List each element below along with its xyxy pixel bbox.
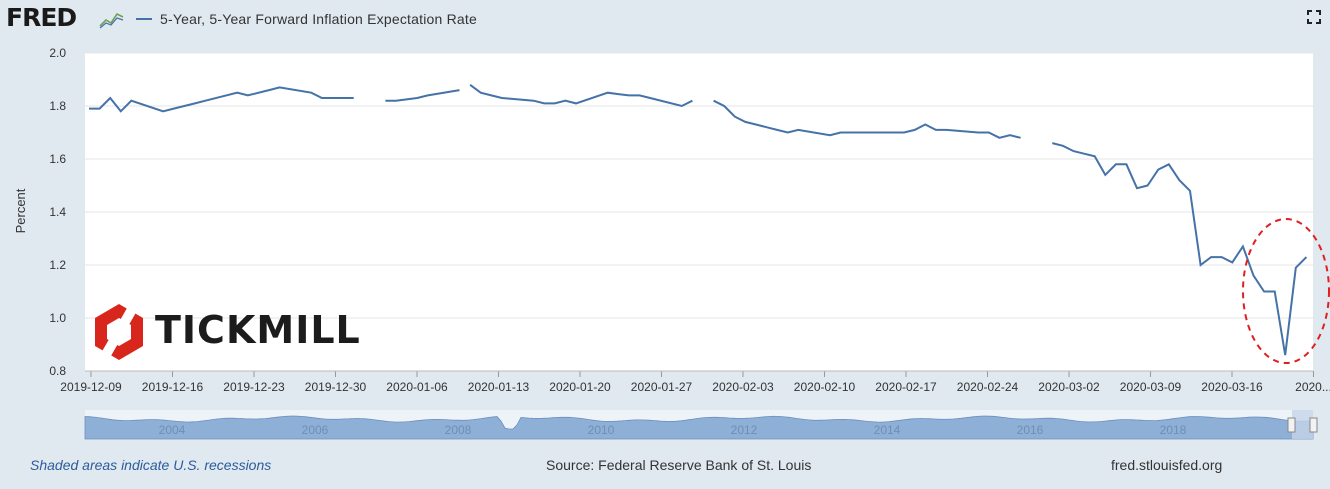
x-tick-label: 2020-03-09 [1120,380,1182,394]
footer: Shaded areas indicate U.S. recessions So… [0,455,1330,475]
logo-graph-icon [98,8,126,30]
y-tick-label: 1.0 [49,311,66,325]
navigator[interactable]: 2004 2006 2008 2010 2012 2014 2016 2018 [84,410,1318,440]
site-link[interactable]: fred.stlouisfed.org [1111,457,1223,473]
x-tick-label: 2020... [1295,380,1330,394]
y-tick-label: 1.8 [49,99,66,113]
navigator-year-label: 2004 [159,423,186,437]
legend-swatch [136,18,152,20]
chart: 0.81.01.21.41.61.82.0 2019-12-09 2019-12-… [13,46,1330,440]
series-line-segment [385,89,460,102]
tickmill-watermark: TICKMILL [92,302,382,362]
navigator-year-label: 2016 [1017,423,1044,437]
y-tick-label: 0.8 [49,364,66,378]
x-tick-label: 2020-01-06 [386,380,448,394]
x-tick-label: 2020-01-27 [631,380,693,394]
annotation-ellipse [1242,218,1330,364]
y-tick-label: 1.6 [49,152,66,166]
x-tick-label: 2019-12-16 [142,380,204,394]
x-tick-label: 2020-02-10 [794,380,856,394]
x-tick-label: 2020-03-16 [1201,380,1263,394]
navigator-years: 2004 2006 2008 2010 2012 2014 2016 2018 [159,423,1187,437]
fred-logo[interactable]: FRED [6,3,77,32]
x-tick-label: 2020-02-03 [712,380,774,394]
y-tick-label: 1.2 [49,258,66,272]
series-line-segment [1052,142,1308,356]
x-tick-label: 2019-12-09 [60,380,122,394]
recession-note: Shaded areas indicate U.S. recessions [30,457,272,473]
navigator-handle-right[interactable] [1309,417,1318,433]
navigator-year-label: 2006 [302,423,329,437]
x-tick-label: 2020-03-02 [1038,380,1100,394]
legend-series-label: 5-Year, 5-Year Forward Inflation Expecta… [160,11,477,27]
legend: 5-Year, 5-Year Forward Inflation Expecta… [136,10,477,28]
navigator-handle-left[interactable] [1287,417,1296,433]
navigator-year-label: 2012 [731,423,758,437]
series [89,83,1308,356]
x-axis: 2019-12-09 2019-12-16 2019-12-23 2019-12-30… [60,370,1330,394]
navigator-year-label: 2014 [874,423,901,437]
x-tick-label: 2020-02-24 [957,380,1019,394]
header: FRED 5-Year, 5-Year Forward Inflation Ex… [0,0,1330,40]
x-tick-label: 2020-01-13 [468,380,530,394]
y-axis-label: Percent [13,188,28,233]
y-tick-label: 1.4 [49,205,66,219]
series-line-segment [469,83,693,108]
navigator-year-label: 2008 [445,423,472,437]
x-tick-label: 2019-12-30 [305,380,367,394]
fullscreen-icon[interactable] [1307,10,1321,24]
x-tick-label: 2019-12-23 [223,380,285,394]
x-tick-label: 2020-02-17 [875,380,937,394]
y-tick-label: 2.0 [49,46,66,60]
tickmill-wordmark: TICKMILL [155,308,361,352]
source-text: Source: Federal Reserve Bank of St. Loui… [546,457,812,473]
series-line-segment [89,86,354,113]
y-axis: 0.8 1.0 1.2 1.4 1.6 1.8 2.0 [49,46,66,378]
x-tick-label: 2020-01-20 [549,380,611,394]
tickmill-logo-icon [95,304,143,360]
navigator-area [84,415,1314,440]
series-line-segment [713,99,1021,139]
navigator-year-label: 2018 [1160,423,1187,437]
navigator-selection[interactable] [1292,410,1313,439]
navigator-year-label: 2010 [588,423,615,437]
